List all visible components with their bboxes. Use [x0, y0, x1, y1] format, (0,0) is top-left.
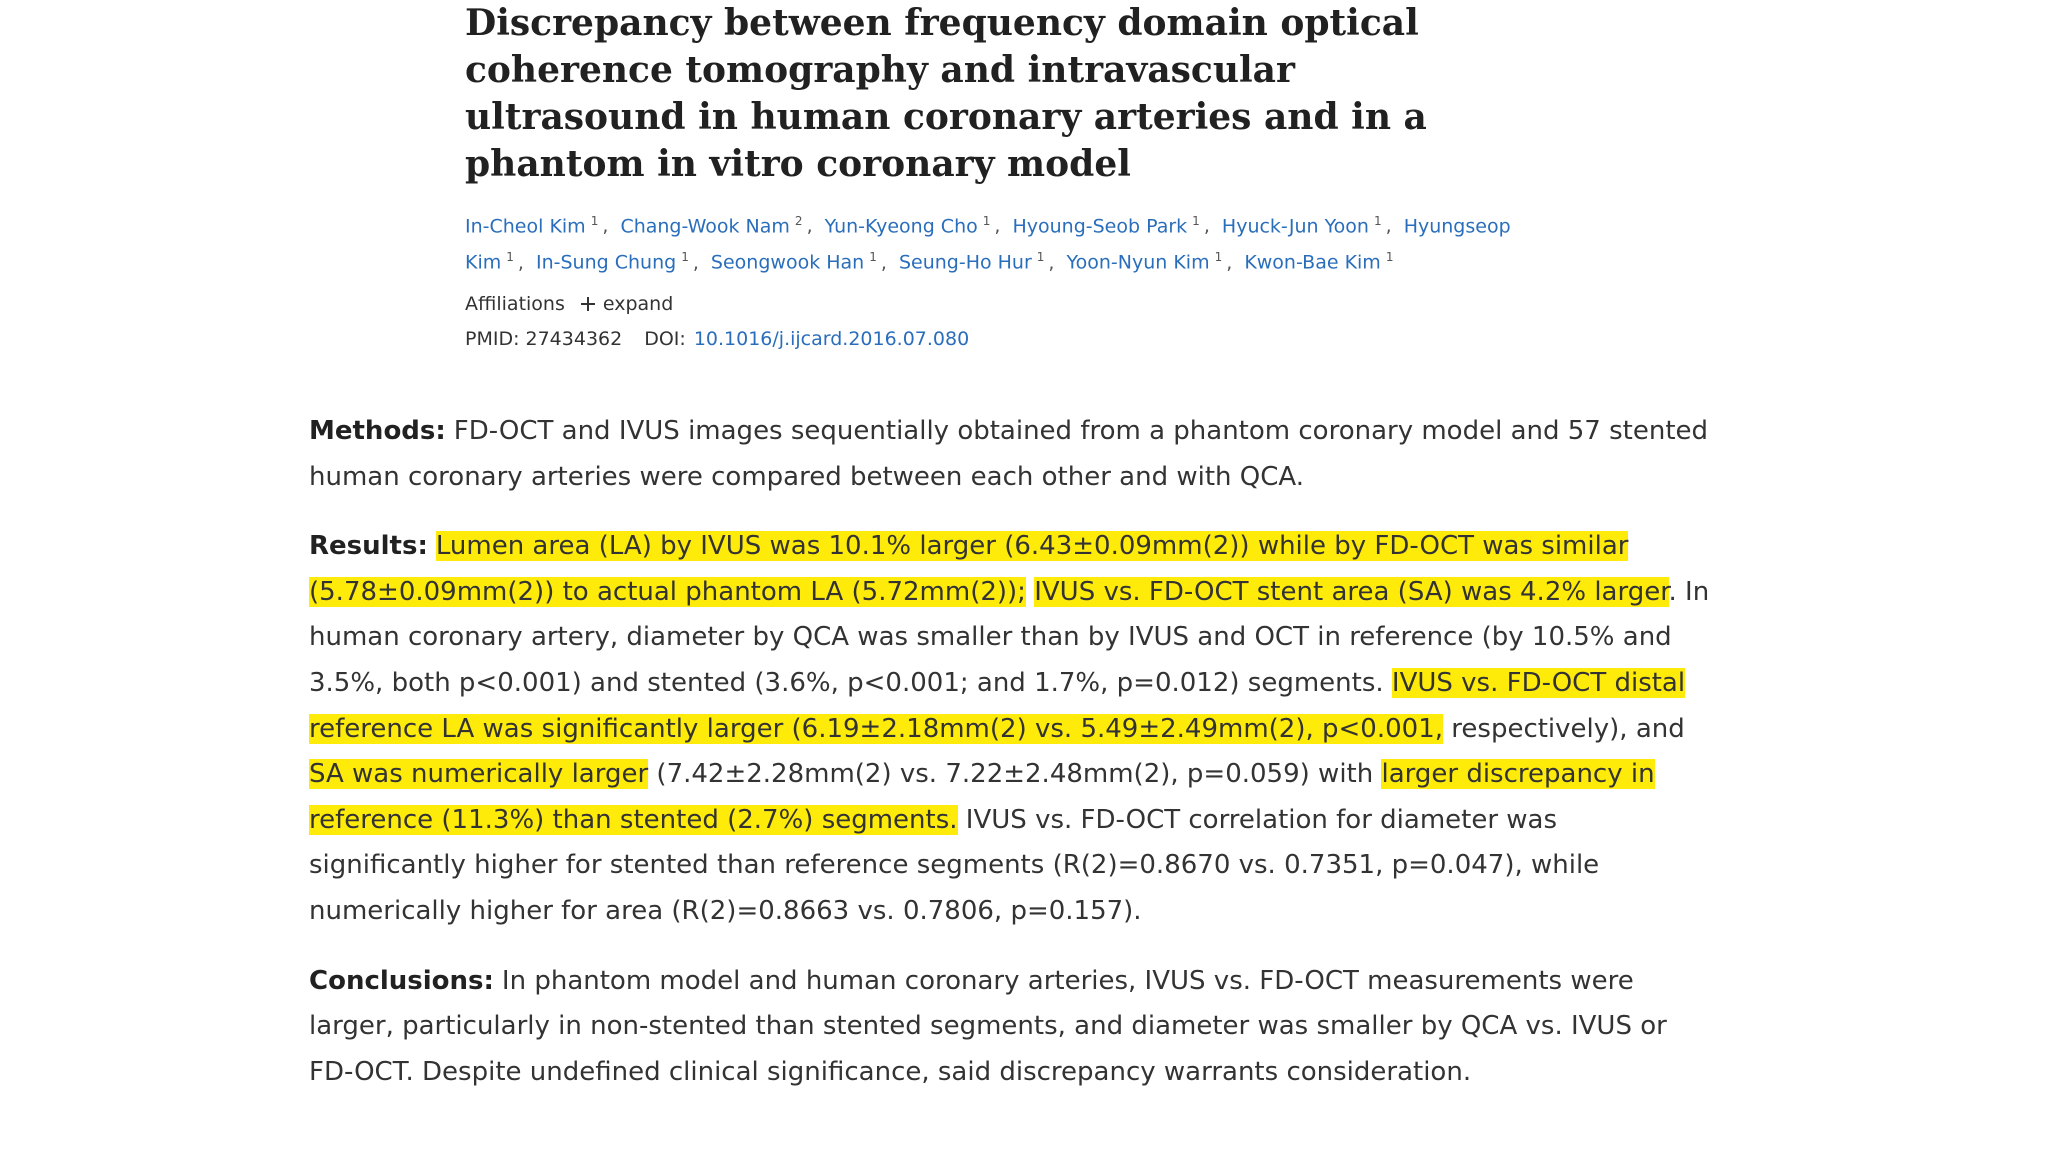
- expand-link[interactable]: expand: [602, 292, 674, 315]
- author-separator: ,: [806, 215, 813, 238]
- abstract-section: Methods: FD-OCT and IVUS images sequentia…: [309, 409, 1714, 500]
- doi-link[interactable]: 10.1016/j.ijcard.2016.07.080: [693, 327, 970, 350]
- pmid-label: PMID:: [465, 327, 520, 350]
- author-name[interactable]: Yoon-Nyun Kim: [1066, 251, 1210, 274]
- author-affiliation: 1: [1192, 214, 1200, 228]
- body-text: IVUS vs. FD-OCT correlation for diameter…: [309, 804, 1600, 926]
- author-name[interactable]: In-Sung Chung: [535, 251, 677, 274]
- author-name[interactable]: Chang-Wook Nam: [620, 215, 790, 238]
- author-affiliation: 1: [681, 250, 689, 265]
- author-separator: ,: [994, 215, 1001, 238]
- author-separator: ,: [1226, 251, 1233, 274]
- body-text: [1026, 577, 1034, 607]
- pmid: 27434362: [525, 327, 623, 350]
- body-text: (7.42±2.28mm(2) vs. 7.22±2.48mm(2), p=0.…: [648, 759, 1382, 790]
- author-affiliation: 1: [506, 250, 514, 265]
- highlighted-text: SA was numerically larger: [309, 759, 649, 790]
- identifiers: PMID: 27434362 DOI: 10.1016/j.ijcard.2016.0…: [465, 328, 1525, 350]
- author-separator: ,: [692, 251, 699, 274]
- expand-icon[interactable]: [580, 296, 595, 311]
- section-label: Results:: [309, 531, 428, 562]
- author-affiliation: 1: [1214, 250, 1223, 265]
- author-name[interactable]: Kwon-Bae Kim: [1244, 251, 1381, 274]
- author-separator: ,: [517, 251, 524, 274]
- author-list: In-Cheol Kim 1, Chang-Wook Nam 2, Yun-Kyeo…: [465, 206, 1525, 279]
- affiliations-label: Affiliations: [465, 292, 565, 315]
- body-text: . In human coronary artery, diameter by …: [309, 576, 1710, 698]
- author-name[interactable]: Hyuck-Jun Yoon: [1221, 215, 1369, 238]
- abstract: Methods: FD-OCT and IVUS images sequentia…: [309, 409, 1714, 1119]
- author-name[interactable]: Seongwook Han: [710, 251, 865, 274]
- author-separator: ,: [880, 251, 887, 274]
- author-name[interactable]: Hyoung-Seob Park: [1012, 215, 1188, 238]
- author-name[interactable]: Yun-Kyeong Cho: [824, 215, 978, 238]
- author-affiliation: 2: [794, 214, 803, 228]
- author-separator: ,: [1385, 215, 1392, 238]
- author-separator: ,: [602, 215, 609, 238]
- author-name[interactable]: Hyungseop Kim: [465, 215, 1511, 274]
- highlighted-text: IVUS vs. FD-OCT stent area (SA) was 4.2%…: [1034, 576, 1669, 607]
- body-text: respectively), and: [1443, 713, 1685, 744]
- article-title: Discrepancy between frequency domain opt…: [465, 2, 1427, 185]
- abstract-section: Conclusions: In phantom model and human c…: [309, 959, 1714, 1096]
- section-label: Conclusions:: [309, 965, 494, 996]
- body-text: FD-OCT and IVUS images sequentially obta…: [309, 416, 1709, 492]
- author-affiliation: 1: [1036, 250, 1045, 265]
- author-name[interactable]: In-Cheol Kim: [465, 215, 586, 238]
- author-affiliation: 1: [982, 214, 991, 228]
- author-separator: ,: [1048, 251, 1055, 274]
- section-label: Methods:: [309, 416, 446, 446]
- author-affiliation: 1: [590, 214, 599, 228]
- abstract-section: Results: Lumen area (LA) by IVUS was 10.1…: [309, 524, 1714, 934]
- body-text: In phantom model and human coronary arte…: [309, 965, 1667, 1087]
- author-affiliation: 1: [1385, 250, 1394, 265]
- author-affiliation: 1: [1373, 214, 1382, 228]
- author-separator: ,: [1203, 215, 1210, 238]
- article-header: Discrepancy between frequency domain opt…: [465, 0, 1525, 350]
- doi-label: DOI:: [644, 327, 686, 350]
- author-affiliation: 1: [869, 250, 877, 265]
- affiliations: Affiliations expand: [465, 293, 1525, 315]
- author-name[interactable]: Seung-Ho Hur: [898, 251, 1032, 274]
